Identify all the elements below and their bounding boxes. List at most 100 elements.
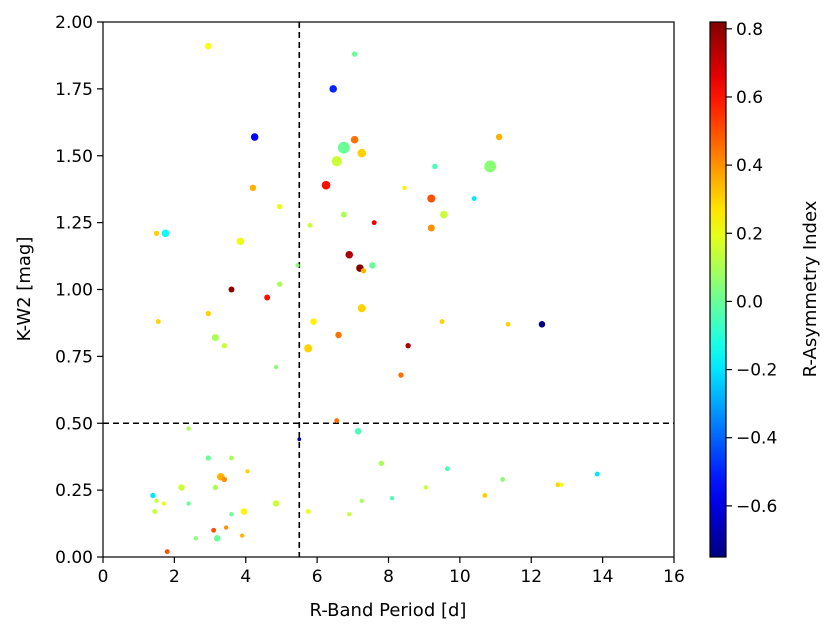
data-point [427,194,436,203]
data-point [371,220,377,226]
axes: 0 2 4 6 8 10 12 14 16 0.00 0.25 0.50 0.75 1.00 1.25 1.5… [55,13,685,587]
x-tick-label: 16 [663,567,685,587]
data-point [359,498,364,503]
data-point [211,527,217,533]
colorbar-label: R-Asymmetry Index [800,200,821,377]
y-tick-label: 0.00 [55,548,93,568]
colorbar-tick-label: 0.2 [736,224,763,244]
data-point [310,318,317,325]
data-point [402,185,407,191]
y-tick-label: 1.00 [55,281,93,301]
data-point [272,500,280,507]
data-point [228,286,235,293]
colorbar-frame [709,21,727,558]
data-point [444,466,450,472]
data-point [178,484,185,491]
y-tick-label: 1.50 [55,147,93,167]
data-point [295,263,300,268]
data-point [161,501,166,506]
y-tick-label: 2.00 [55,13,93,33]
data-point [331,155,342,167]
colorbar-gradient [710,22,726,557]
plot-area [103,22,674,557]
data-point [153,230,160,237]
data-point [369,262,376,269]
data-point [329,85,337,93]
data-point [161,229,170,238]
data-point [347,512,352,517]
data-point [334,418,340,424]
data-point [186,426,191,431]
data-point [484,160,497,173]
x-tick-label: 2 [169,567,180,587]
data-point [555,482,561,488]
data-point [305,509,311,514]
colorbar: −0.6 −0.4 −0.2 0.0 0.2 0.4 0.6 0.8 [709,20,777,558]
colorbar-tick-label: 0.6 [736,88,763,108]
data-point [335,331,342,339]
x-tick-label: 8 [383,567,394,587]
data-point [357,148,367,158]
colorbar-tick-label: 0.4 [736,156,763,176]
data-point [229,512,234,517]
data-point [360,268,367,274]
data-point [500,476,506,482]
data-points [150,42,600,555]
data-point [221,342,228,349]
y-tick-label: 0.25 [55,481,93,501]
data-point [264,294,271,301]
data-point [276,203,283,210]
data-point [205,42,212,50]
data-point [398,372,404,378]
data-point [221,476,228,483]
x-tick-label: 14 [592,567,614,587]
data-point [205,455,211,461]
y-tick-label: 0.50 [55,414,93,434]
data-point [236,237,245,246]
data-point [307,222,313,228]
colorbar-tick-label: −0.6 [736,497,777,517]
data-point [304,344,313,353]
data-point [297,437,302,442]
data-point [152,509,158,514]
data-point [423,485,429,490]
y-tick-label: 0.75 [55,347,93,367]
data-point [250,133,259,141]
data-point [337,141,350,154]
data-point [405,342,411,349]
data-point [154,498,159,503]
data-point [427,224,435,232]
data-point [440,210,448,219]
data-point [559,482,564,487]
x-axis-label: R-Band Period [d] [310,600,467,621]
data-point [205,310,211,317]
y-tick-label: 1.75 [55,80,93,100]
data-point [378,460,385,467]
data-point [223,525,229,530]
data-point [482,493,488,498]
x-tick-label: 4 [240,567,251,587]
data-point [164,549,170,555]
data-point [432,163,438,170]
data-point [245,469,250,474]
y-axis-label: K-W2 [mag] [14,237,35,342]
data-point [193,536,198,541]
data-point [240,533,245,538]
data-point [351,51,358,57]
x-tick-label: 12 [520,567,542,587]
data-point [186,501,191,506]
data-point [354,428,362,435]
x-tick-label: 6 [312,567,323,587]
data-point [240,508,248,515]
data-point [594,471,600,477]
data-point [155,319,161,325]
data-point [350,135,359,144]
data-point [273,364,279,370]
data-point [212,484,219,491]
plot-frame [102,21,675,558]
data-point [471,196,477,201]
data-point [213,535,221,542]
data-point [229,455,234,461]
colorbar-tick-label: 0.0 [736,292,763,312]
